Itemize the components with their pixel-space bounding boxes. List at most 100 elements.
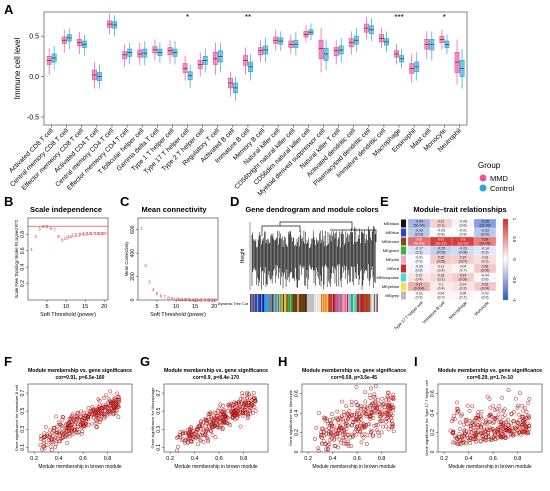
data-point: [79, 409, 84, 414]
row-color-swatch: [401, 264, 406, 273]
module-stripe: [260, 294, 262, 312]
cell-value: -0.17: [415, 247, 423, 251]
data-point: [502, 413, 507, 418]
data-point: 18: [94, 231, 100, 236]
panel-i-scatter: Module membership vs. gene significancec…: [424, 368, 543, 470]
data-point: [44, 442, 49, 447]
data-point: [70, 413, 75, 418]
data-point: [510, 433, 515, 438]
data-point: [391, 405, 396, 410]
data-point: [80, 423, 85, 428]
data-point: [507, 426, 512, 431]
data-point: [468, 424, 473, 429]
data-point: [245, 390, 250, 395]
data-point: [497, 403, 502, 408]
track-label: Dynamic Tree Cut: [218, 302, 249, 306]
cell-value: 0.24: [460, 274, 467, 278]
x-tick-label: 0.2: [304, 456, 312, 462]
data-point: [495, 435, 500, 440]
data-point: [336, 445, 341, 450]
data-point: [225, 416, 230, 421]
y-tick-label: 400: [130, 249, 136, 258]
row-color-swatch: [401, 246, 406, 255]
data-point: [236, 400, 241, 405]
y-axis-label: Immune cell level: [13, 37, 22, 99]
data-point: [94, 421, 99, 426]
box-mmd: [318, 39, 324, 60]
y-tick-label: 0.5: [29, 34, 39, 41]
data-point: [345, 432, 350, 437]
data-point: [243, 407, 248, 412]
data-point: [519, 415, 524, 419]
y-tick-label: 0.3: [156, 426, 162, 433]
data-point: [60, 426, 65, 431]
data-point: [321, 430, 326, 435]
data-point: [487, 413, 492, 418]
data-point: [58, 439, 63, 444]
data-point: [358, 424, 363, 429]
cell-pvalue: (0.2): [416, 250, 423, 254]
cell-pvalue: (0.8): [438, 232, 445, 236]
data-point: 7: [53, 227, 56, 232]
data-point: [245, 416, 250, 421]
data-point: [54, 427, 59, 432]
data-point: [78, 417, 83, 422]
data-point: [111, 412, 116, 417]
data-point: [249, 394, 254, 399]
data-point: 20: [212, 298, 218, 303]
box-control: [293, 39, 299, 48]
data-point: [375, 428, 379, 433]
data-point: [523, 417, 528, 422]
y-tick-label: 0.0: [29, 74, 39, 81]
data-point: [60, 414, 65, 419]
data-point: [384, 419, 389, 424]
cell-value: 0.26: [482, 283, 489, 287]
data-point: 10: [174, 297, 180, 302]
data-point: [449, 419, 454, 424]
data-point: [368, 403, 373, 408]
data-point: [355, 403, 360, 408]
module-stripe: [298, 294, 299, 312]
data-point: [207, 419, 212, 424]
data-point: [219, 410, 224, 415]
data-point: [95, 411, 100, 416]
data-point: [222, 408, 226, 413]
data-point: [478, 424, 483, 429]
chart-subtitle: cor=0.59, p=3.5e-45: [331, 375, 377, 381]
data-point: 3: [148, 279, 151, 284]
colorbar-tick: -0.5: [512, 276, 517, 284]
data-point: [373, 411, 378, 416]
data-point: [324, 447, 329, 452]
data-point: [455, 400, 460, 405]
data-point: [502, 420, 507, 425]
x-tick-label: 0.4: [55, 456, 63, 462]
data-point: [238, 404, 242, 409]
data-point: [334, 427, 339, 432]
module-stripe: [325, 294, 327, 312]
data-point: [480, 434, 485, 438]
data-point: [68, 417, 73, 422]
panel-label-f: F: [4, 354, 12, 369]
cell-value: -0.04: [481, 274, 489, 278]
module-stripe: [311, 294, 313, 312]
data-point: [373, 399, 377, 404]
data-point: [390, 413, 395, 418]
data-point: [450, 440, 455, 445]
data-point: [455, 409, 460, 414]
data-point: [314, 425, 319, 430]
x-tick-label: 20: [211, 304, 217, 310]
plot-frame: [43, 11, 468, 126]
data-point: [90, 404, 95, 409]
data-point: [379, 412, 384, 417]
cell-value: -0.01: [459, 229, 467, 233]
data-point: [345, 417, 350, 422]
data-point: [363, 399, 368, 404]
data-point: [491, 415, 496, 420]
row-color-swatch: [401, 291, 406, 300]
data-point: [335, 409, 340, 414]
chart-subtitle: cor=0.9, p=8.4e-170: [193, 375, 239, 381]
data-point: [391, 429, 396, 434]
data-point: [482, 427, 487, 432]
data-point: [323, 416, 328, 421]
